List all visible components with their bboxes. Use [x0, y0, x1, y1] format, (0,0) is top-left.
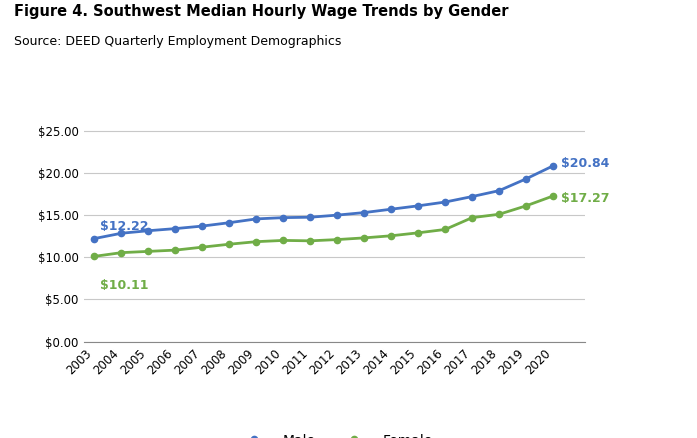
Male	[90, 236, 98, 241]
Female	[495, 212, 503, 217]
Male	[441, 199, 450, 205]
Male	[333, 212, 342, 218]
Text: $12.22: $12.22	[100, 220, 148, 233]
Female	[306, 238, 314, 244]
Text: Source: DEED Quarterly Employment Demographics: Source: DEED Quarterly Employment Demogr…	[14, 35, 342, 48]
Female	[225, 242, 233, 247]
Female	[414, 230, 422, 236]
Female	[279, 238, 287, 243]
Male	[468, 194, 476, 199]
Female	[90, 254, 98, 259]
Female	[333, 237, 342, 242]
Male	[198, 223, 206, 229]
Female	[441, 227, 450, 232]
Text: Figure 4. Southwest Median Hourly Wage Trends by Gender: Figure 4. Southwest Median Hourly Wage T…	[14, 4, 508, 19]
Legend: Male, Female: Male, Female	[231, 428, 438, 438]
Male	[387, 207, 395, 212]
Female	[198, 244, 206, 250]
Male	[225, 220, 233, 225]
Text: $20.84: $20.84	[562, 156, 610, 170]
Male	[495, 188, 503, 193]
Male	[117, 231, 125, 236]
Female	[522, 203, 530, 208]
Line: Male: Male	[91, 163, 556, 242]
Line: Female: Female	[91, 193, 556, 259]
Male	[252, 216, 261, 222]
Female	[171, 247, 180, 253]
Female	[252, 239, 261, 244]
Female	[360, 235, 369, 240]
Text: $10.11: $10.11	[100, 279, 148, 292]
Male	[522, 176, 530, 181]
Text: $17.27: $17.27	[562, 192, 610, 205]
Female	[387, 233, 395, 238]
Male	[279, 215, 287, 220]
Male	[171, 226, 180, 231]
Male	[549, 163, 558, 169]
Male	[306, 215, 314, 220]
Male	[360, 210, 369, 215]
Female	[549, 193, 558, 198]
Male	[144, 228, 153, 233]
Female	[117, 250, 125, 255]
Male	[414, 203, 422, 208]
Female	[144, 249, 153, 254]
Female	[468, 215, 476, 220]
